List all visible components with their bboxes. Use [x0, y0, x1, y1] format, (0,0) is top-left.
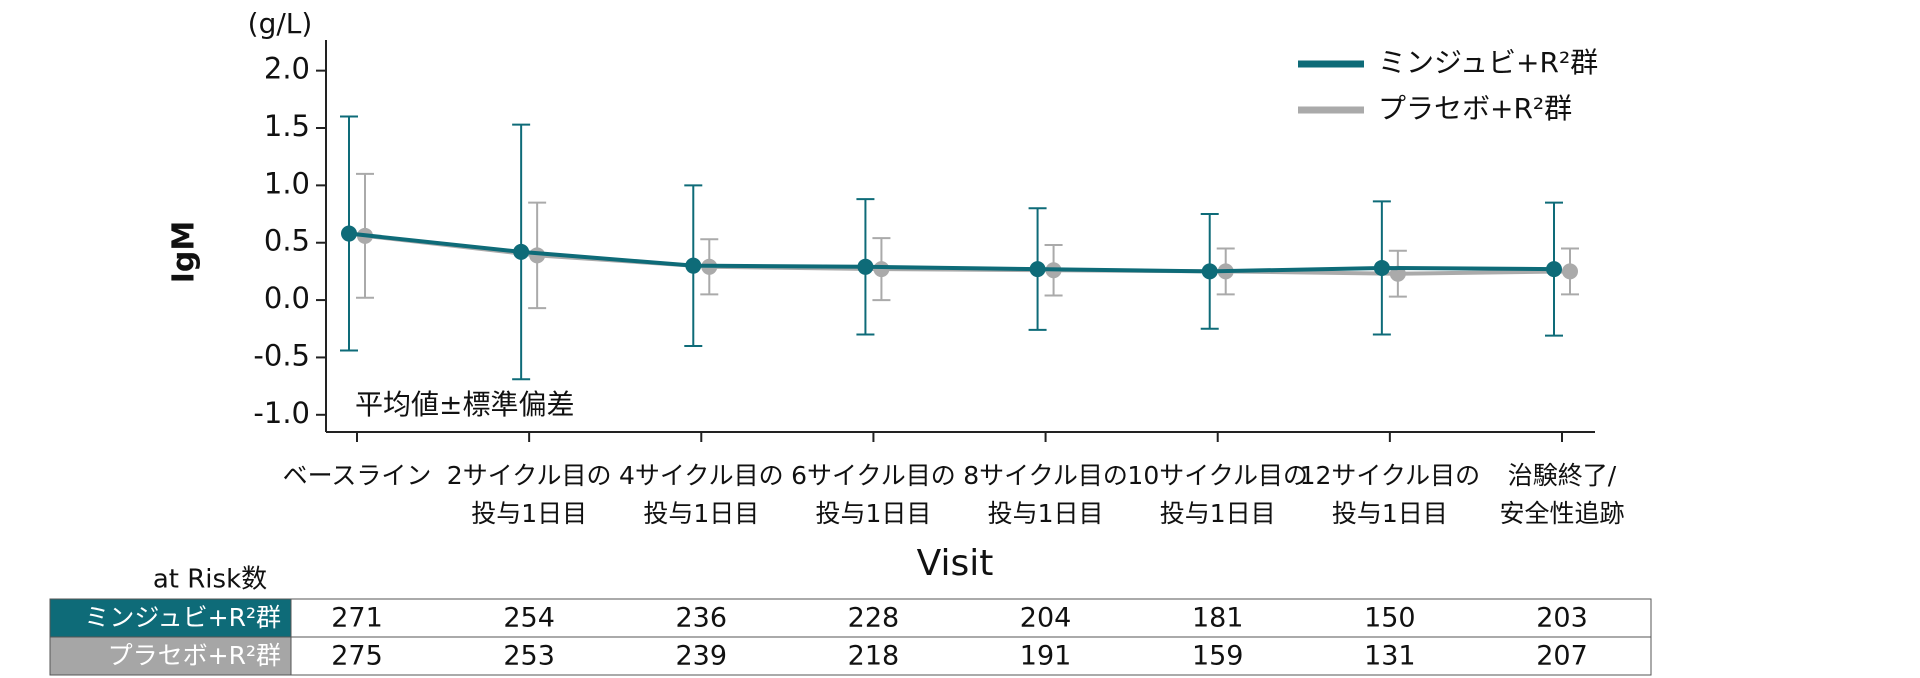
x-axis-label: Visit	[917, 543, 994, 584]
table-row	[290, 636, 1652, 676]
table-cell: 204	[1020, 603, 1072, 634]
table-cell: 191	[1020, 641, 1072, 672]
table-cell: 218	[848, 641, 900, 672]
x-tick-label: 4サイクル目の	[619, 461, 784, 490]
table-row	[290, 598, 1652, 638]
table-cell: 150	[1364, 603, 1416, 634]
y-tick-label: 1.0	[264, 166, 310, 200]
table-title: at Risk数	[153, 565, 267, 595]
point	[1546, 261, 1562, 278]
y-tick-label: -1.0	[253, 396, 310, 430]
x-tick-label: 投与1日目	[1332, 499, 1448, 528]
table-cell: 236	[676, 603, 728, 634]
point	[857, 258, 874, 275]
legend-label: ミンジュビ+R²群	[1378, 46, 1598, 79]
table-row-header	[49, 598, 292, 638]
point	[1201, 263, 1218, 280]
table-cell: 254	[503, 603, 555, 634]
table-cell: 131	[1364, 641, 1416, 672]
y-tick-label: 1.5	[264, 109, 310, 143]
table-row-header	[49, 636, 292, 676]
x-tick-label: 投与1日目	[471, 499, 587, 528]
table-cell: 271	[331, 603, 383, 634]
point	[1029, 261, 1046, 278]
x-tick-label: 治験終了/	[1508, 461, 1617, 490]
table-cell: 228	[848, 603, 900, 634]
table-cell: 253	[503, 641, 555, 672]
x-tick-label: 8サイクル目の	[963, 461, 1128, 490]
x-tick-label: 投与1日目	[815, 499, 931, 528]
point	[1373, 259, 1390, 276]
x-tick-label: 6サイクル目の	[791, 461, 956, 490]
y-tick-label: 0.0	[264, 281, 310, 315]
x-tick-label: 2サイクル目の	[447, 461, 612, 490]
point	[873, 261, 890, 278]
table-cell: 159	[1192, 641, 1244, 672]
x-tick-label: 投与1日目	[643, 499, 759, 528]
y-tick-label: -0.5	[253, 338, 310, 372]
table-row-label: プラセボ+R²群	[108, 641, 281, 670]
x-tick-label: 12サイクル目の	[1300, 461, 1481, 490]
x-tick-label: ベースライン	[283, 461, 432, 490]
y-tick-label: 2.0	[264, 52, 310, 86]
table-cell: 203	[1536, 603, 1588, 634]
point	[341, 225, 357, 242]
x-tick-label: 10サイクル目の	[1127, 461, 1308, 490]
x-tick-label: 安全性追跡	[1499, 499, 1624, 528]
point	[685, 257, 702, 274]
point	[513, 243, 530, 260]
legend-label: プラセボ+R²群	[1378, 92, 1572, 125]
x-tick-label: 投与1日目	[988, 499, 1104, 528]
table-cell: 181	[1192, 603, 1244, 634]
y-tick-label: 0.5	[264, 224, 310, 258]
table-row-label: ミンジュビ+R²群	[84, 603, 281, 632]
annotation: 平均値±標準偏差	[355, 388, 574, 421]
table-cell: 239	[676, 641, 728, 672]
y-axis-label: IgM	[167, 221, 202, 284]
series-line	[348, 231, 1555, 274]
table-cell: 275	[331, 641, 383, 672]
table-cell: 207	[1536, 641, 1588, 672]
point	[1562, 263, 1578, 280]
x-tick-label: 投与1日目	[1160, 499, 1276, 528]
y-unit: (g/L)	[248, 7, 313, 40]
